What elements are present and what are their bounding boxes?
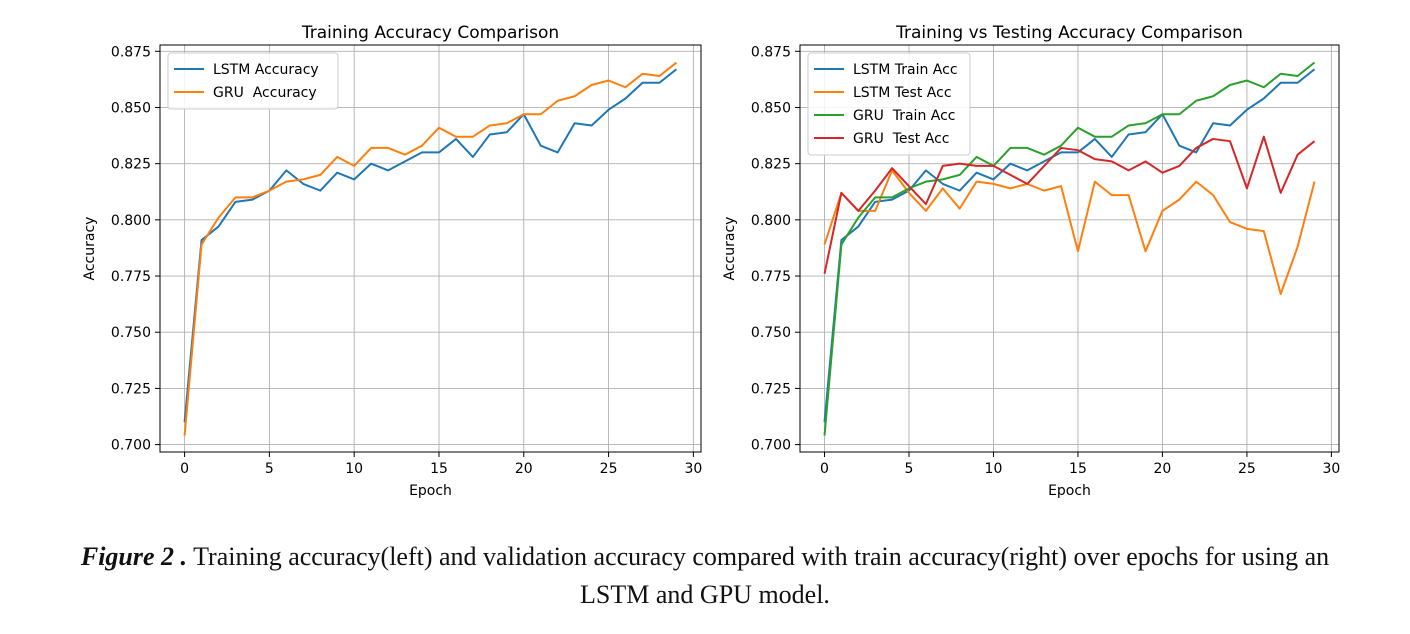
y-tick-label: 0.875 [111,44,151,60]
y-tick-label: 0.800 [751,213,791,229]
figure-label: Figure 2 . [80,542,188,571]
figure-caption: Figure 2 . Training accuracy(left) and v… [0,538,1410,614]
plot-frame [799,44,1340,453]
x-tick-label: 0 [180,461,189,477]
y-tick-label: 0.875 [751,44,791,60]
legend-label: LSTM Accuracy [213,62,319,78]
chart-title: Training Accuracy Comparison [301,23,559,43]
x-axis-label: Epoch [409,483,452,499]
y-tick-label: 0.725 [751,381,791,397]
y-tick-label: 0.700 [111,438,151,454]
x-tick-label: 5 [905,461,914,477]
x-tick-label: 30 [1322,461,1340,477]
y-tick-label: 0.750 [111,325,151,341]
x-tick-label: 5 [265,461,274,477]
caption-line-1: Figure 2 . Training accuracy(left) and v… [0,538,1410,576]
x-tick-label: 0 [820,461,829,477]
legend-label: GRU Test Acc [853,131,949,147]
caption-text-1: Training accuracy(left) and validation a… [193,542,1330,571]
series-line-1 [823,68,1316,423]
legend-box [167,52,339,110]
series-line-1 [183,68,678,423]
chart-title: Training vs Testing Accuracy Comparison [895,23,1243,43]
x-tick-label: 15 [430,461,448,477]
chart-panel-1: 0 5 10 15 20 25 30 0.700 0.725 0.750 0.775 0.800 0.8… [82,23,702,499]
y-tick-label: 0.850 [111,100,151,116]
chart-panel-2: 0 5 10 15 20 25 30 0.700 0.725 0.750 0.775 0.800 0.8… [722,23,1340,499]
series-line-2 [823,169,1316,296]
y-tick-label: 0.700 [751,438,791,454]
plot-frame [159,44,702,453]
y-tick-label: 0.850 [751,100,791,116]
y-axis-label: Accuracy [722,217,738,281]
y-tick-label: 0.775 [111,269,151,285]
x-tick-label: 15 [1069,461,1087,477]
y-tick-label: 0.825 [751,157,791,173]
x-tick-label: 20 [1154,461,1172,477]
series-line-2 [183,61,678,436]
x-tick-label: 25 [1238,461,1256,477]
y-axis-label: Accuracy [82,217,98,281]
x-tick-label: 20 [515,461,533,477]
y-tick-label: 0.825 [111,157,151,173]
legend-label: GRU Accuracy [213,85,317,101]
series-line-4 [823,135,1316,274]
legend-label: GRU Train Acc [853,108,956,124]
legend-label: LSTM Train Acc [853,62,958,78]
y-tick-label: 0.800 [111,213,151,229]
y-tick-label: 0.775 [751,269,791,285]
charts-figure: 0 5 10 15 20 25 30 0.700 0.725 0.750 0.775 0.800 0.8… [82,23,1340,499]
legend-box [807,52,971,156]
y-tick-label: 0.725 [111,381,151,397]
x-tick-label: 10 [985,461,1003,477]
caption-line-2: LSTM and GPU model. [580,580,830,609]
x-tick-label: 10 [345,461,363,477]
x-axis-label: Epoch [1048,483,1091,499]
legend-label: LSTM Test Acc [853,85,952,101]
y-tick-label: 0.750 [751,325,791,341]
series-line-3 [823,61,1316,436]
x-tick-label: 30 [684,461,702,477]
x-tick-label: 25 [600,461,618,477]
